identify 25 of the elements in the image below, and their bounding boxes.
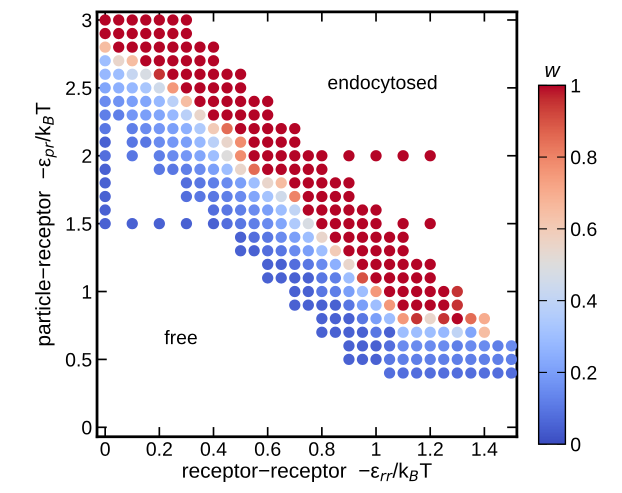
y-tick-label: 2 <box>82 149 92 163</box>
y-tick-label: 0 <box>82 420 92 435</box>
x-tick-label: 0.2 <box>146 442 172 456</box>
color-bar-title: w <box>546 66 561 77</box>
color-bar-label: 0.4 <box>571 294 597 308</box>
annotation: endocytosed <box>328 75 436 94</box>
x-tick-label: 0.6 <box>254 442 280 456</box>
y-tick-label: 1.5 <box>66 217 92 231</box>
x-tick-label: 1.2 <box>418 442 443 456</box>
y-axis-title: particle−receptor −ε$_{pr}$/k$_{B}$T <box>35 102 57 346</box>
color-bar-label: 0.6 <box>571 222 596 236</box>
y-tick-label: 0.5 <box>66 352 92 367</box>
x-tick-label: 0.8 <box>309 442 335 456</box>
x-tick-label: 0 <box>100 442 110 456</box>
x-axis-title: receptor−receptor −ε$_{rr}$/k$_{B}$T <box>183 462 432 482</box>
color-bar-label: 0.8 <box>571 150 596 164</box>
y-tick-label: 1 <box>82 285 92 299</box>
x-tick-label: 1.4 <box>472 442 498 456</box>
x-tick-label: 0.4 <box>200 442 226 456</box>
color-bar-label: 0.2 <box>571 366 596 380</box>
color-bar-label: 1 <box>572 78 580 92</box>
annotation: free <box>164 330 197 344</box>
x-tick-label: 1 <box>372 442 380 456</box>
y-tick-label: 3 <box>82 13 92 28</box>
y-tick-label: 2.5 <box>66 81 92 96</box>
